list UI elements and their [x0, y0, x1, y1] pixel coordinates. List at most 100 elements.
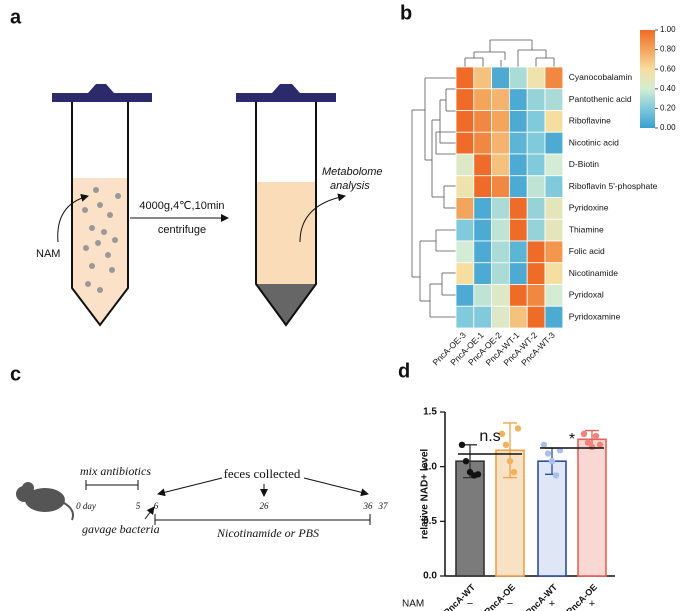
heatmap-cell: [544, 262, 564, 285]
heatmap-cell: [473, 131, 492, 155]
row-label: Thiamine: [569, 224, 604, 234]
treatment: Nicotinamide or PBS: [216, 526, 319, 540]
row-label: Nicotinic acid: [569, 137, 619, 147]
panel-a: a NAM 4000g,4℃,10min centrifuge Metabolo…: [10, 6, 383, 327]
y-tick-label: 1.0: [423, 461, 437, 472]
heatmap-cell: [491, 66, 510, 90]
heatmap-cell: [491, 175, 510, 198]
panel-label: c: [10, 363, 21, 385]
row-label: Riboflavin 5'-phosphate: [569, 181, 658, 191]
sampling: feces collected: [224, 466, 301, 481]
day: 6: [154, 501, 159, 511]
heatmap-cell: [491, 218, 510, 242]
heatmap-cell: [473, 240, 492, 264]
supernatant: [256, 182, 316, 284]
day: 26: [260, 501, 270, 511]
heatmap-cell: [526, 197, 546, 220]
heatmap-cell: [526, 175, 546, 198]
row-label: Folic acid: [569, 246, 605, 256]
heatmap-cell: [526, 262, 546, 285]
heatmap-cell: [544, 131, 564, 155]
heatmap-cell: [526, 88, 546, 111]
tube: [255, 102, 317, 327]
heatmap-cell: [455, 262, 475, 285]
heatmap-cell: [473, 218, 492, 242]
step: centrifuge: [158, 224, 206, 236]
tube-cap: [88, 84, 114, 93]
mouse-icon: [16, 482, 74, 521]
heatmap-cell: [544, 284, 564, 307]
data-point: [588, 443, 596, 451]
panel-label: b: [400, 2, 412, 24]
data-point: [592, 432, 600, 440]
day: 0 day: [76, 501, 96, 511]
day: 37: [378, 501, 389, 511]
data-point: [548, 458, 556, 465]
heatmap-cell: [544, 110, 564, 133]
particles: [82, 187, 121, 293]
data-point: [502, 441, 510, 448]
heatmap-cell: [455, 66, 475, 90]
heatmap-cell: [491, 110, 510, 133]
heatmap-cell: [455, 131, 475, 155]
heatmap-cell: [508, 305, 528, 329]
heatmap-cell: [455, 110, 475, 133]
heatmap-cell: [508, 131, 528, 155]
heatmap-cell: [473, 175, 492, 198]
row-label: D-Biotin: [569, 159, 600, 169]
heatmap-cell: [473, 66, 492, 90]
heatmap-cell: [544, 240, 564, 264]
day: 5: [136, 501, 141, 511]
heatmap-cell: [455, 88, 475, 111]
bar: [455, 460, 485, 577]
heatmap-cell: [473, 305, 492, 329]
colorbar-tick-label: 0.20: [660, 104, 676, 113]
heatmap-cell: [491, 240, 510, 264]
pretreatment: mix antibiotics: [80, 464, 151, 478]
bar: [537, 460, 567, 577]
heatmap-cell: [455, 240, 475, 264]
colorbar-tick-label: 0.00: [660, 123, 676, 132]
heatmap-cell: [544, 305, 564, 329]
y-tick-label: 0.0: [423, 571, 437, 582]
heatmap-cell: [508, 240, 528, 264]
heatmap-cell: [473, 153, 492, 177]
heatmap-cell: [455, 305, 475, 329]
data-point: [580, 430, 588, 438]
heatmap-cell: [491, 131, 510, 155]
heatmap-cell: [508, 262, 528, 285]
arrow: [303, 477, 369, 497]
data-point: [552, 472, 560, 479]
tube: [71, 102, 129, 327]
colorbar: [640, 30, 655, 128]
colorbar-tick-label: 0.80: [660, 45, 676, 54]
colorbar-tick-label: 0.40: [660, 84, 676, 93]
data-point: [474, 471, 482, 478]
heatmap-cell: [473, 262, 492, 285]
row-label: NAM: [402, 599, 424, 610]
data-point: [510, 468, 518, 476]
heatmap-cell: [455, 175, 475, 198]
heatmap-cell: [491, 197, 510, 220]
row-dendrogram: [411, 77, 456, 318]
significance-label: *: [569, 431, 575, 448]
heatmap-cell: [508, 153, 528, 177]
heatmap-cell: [526, 131, 546, 155]
heatmap-cell: [508, 88, 528, 111]
heatmap-cell: [455, 153, 475, 177]
liquid: [72, 178, 128, 325]
data-point: [462, 458, 470, 465]
row-label: Nicotinamide: [569, 268, 618, 278]
colorbar-tick-label: 0.60: [660, 64, 676, 73]
input-label: NAM: [36, 248, 60, 260]
row-label: Pyridoxamine: [569, 311, 621, 321]
data-point: [544, 450, 552, 457]
arrow: [144, 506, 155, 520]
heatmap-cell: [491, 305, 510, 329]
heatmap-cell: [526, 240, 546, 264]
data-point: [540, 441, 548, 448]
gavage: gavage bacteria: [82, 522, 160, 536]
output: analysis: [330, 180, 370, 192]
data-point: [506, 458, 514, 465]
arrow: [299, 193, 346, 243]
